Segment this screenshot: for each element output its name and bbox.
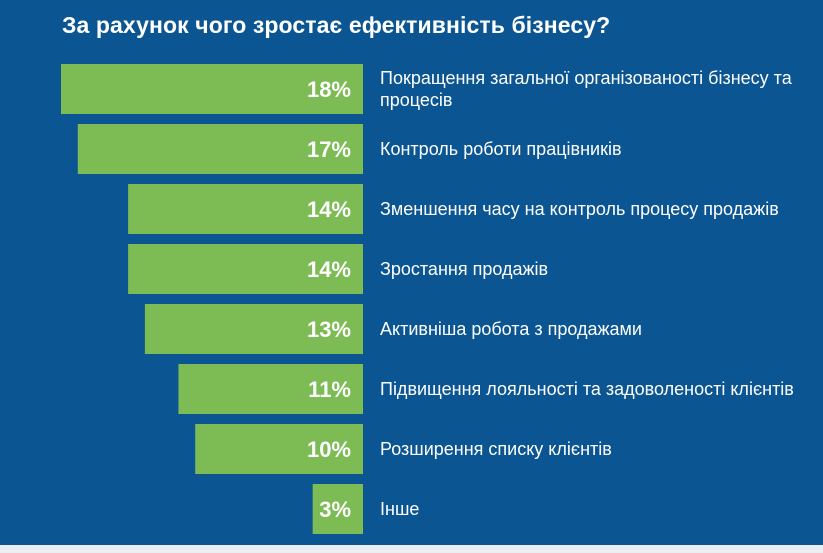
value-label-7: 3%	[319, 497, 351, 522]
category-label-4: Активніша робота з продажами	[380, 319, 642, 339]
bar-0	[61, 64, 363, 114]
bar-2	[128, 184, 363, 234]
category-label-0: Покращення загальної організованості біз…	[380, 68, 792, 110]
category-label-7: Інше	[380, 499, 420, 519]
value-label-0: 18%	[307, 77, 351, 102]
bar-4	[144, 304, 363, 354]
bar-3	[128, 244, 363, 294]
value-label-1: 17%	[307, 137, 351, 162]
bottom-strip	[0, 545, 823, 553]
value-label-3: 14%	[307, 257, 351, 282]
bar-5	[178, 364, 363, 414]
category-label-2: Зменшення часу на контроль процесу прода…	[380, 199, 779, 219]
category-label-1: Контроль роботи працівників	[380, 139, 622, 159]
value-label-5: 11%	[308, 377, 351, 402]
value-label-4: 13%	[307, 317, 351, 342]
category-label-6: Розширення списку клієнтів	[380, 439, 612, 459]
category-label-3: Зростання продажів	[380, 259, 549, 279]
chart-title: За рахунок чого зростає ефективність біз…	[62, 12, 611, 38]
bar-6	[195, 424, 363, 474]
bar-7	[312, 484, 363, 534]
value-label-2: 14%	[307, 197, 351, 222]
value-label-6: 10%	[307, 437, 351, 462]
bar-1	[77, 124, 364, 174]
category-label-5: Підвищення лояльності та задоволеності к…	[380, 379, 794, 399]
